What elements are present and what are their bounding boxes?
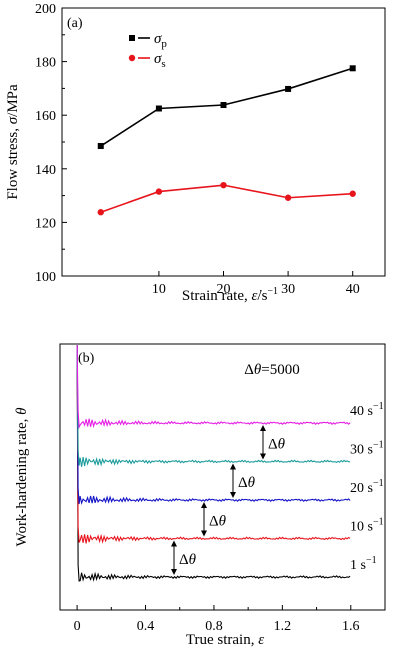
panel-a-ytick-label: 200 bbox=[35, 2, 56, 17]
panel-b-delta-arrow-3-head-bottom bbox=[230, 492, 236, 498]
panel-b-label: (b) bbox=[78, 351, 95, 366]
legend-label-2: σs bbox=[154, 51, 166, 70]
panel-a-data-point bbox=[285, 85, 292, 92]
panel-a-xtick-label: 20 bbox=[217, 282, 231, 297]
panel-a-ytick-label: 120 bbox=[35, 216, 56, 231]
panel-a-xtick-label: 40 bbox=[346, 282, 360, 297]
panel-b-delta-arrow-2-head-bottom bbox=[201, 530, 207, 537]
legend-marker-1 bbox=[129, 35, 135, 41]
panel-b-series-line-4 bbox=[76, 344, 351, 467]
panel-b-series-line-1 bbox=[76, 344, 351, 582]
panel-b-xtick-label: 1.6 bbox=[342, 619, 360, 634]
panel-a-data-point bbox=[349, 190, 356, 197]
panel-b-delta-arrow-1-head-top bbox=[171, 540, 177, 547]
panel-b-series-line-3 bbox=[76, 344, 351, 506]
panel-b-delta-label-2: Δθ bbox=[209, 513, 227, 529]
panel-a-data-point bbox=[220, 181, 227, 189]
panel-b-delta-arrow-2-head-top bbox=[201, 502, 207, 508]
panel-b-chart: 0 0.4 0.8 1.2 1.6 1 s−1 10 s−1 20 s−1 30 s−1 40 s… bbox=[14, 343, 386, 648]
panel-b-delta-arrow-3-head-top bbox=[230, 463, 236, 470]
legend-marker-2 bbox=[128, 54, 136, 62]
panel-a-data-point bbox=[155, 105, 162, 112]
panel-b-delta-arrow-4-head-bottom bbox=[260, 453, 266, 460]
panel-a-data-point bbox=[220, 102, 227, 109]
panel-b-xtick-label: 0 bbox=[74, 619, 81, 634]
panel-a-frame bbox=[61, 7, 386, 277]
panel-b-xlabel: True strain, ε bbox=[186, 632, 264, 648]
panel-a-series-line-1 bbox=[100, 67, 353, 147]
panel-b-delta-label-3: Δθ bbox=[238, 475, 256, 491]
panel-a-data-point bbox=[155, 188, 163, 195]
panel-b-xtick-label: 0.4 bbox=[137, 619, 155, 634]
panel-b-series-line-5 bbox=[76, 344, 351, 430]
panel-b-series-label-3: 20 s−1 bbox=[350, 478, 384, 496]
panel-b-series-label-2: 10 s−1 bbox=[350, 517, 384, 535]
panel-b-offset-note: Δθ=5000 bbox=[244, 362, 300, 378]
legend-label-1: σp bbox=[154, 31, 167, 50]
panel-a-xtick-label: 10 bbox=[152, 282, 166, 297]
panel-a-ytick-label: 180 bbox=[35, 56, 56, 71]
panel-b-delta-label-4: Δθ bbox=[268, 436, 286, 452]
panel-a-xlabel: Strain rate, ε̇/s−1 bbox=[182, 286, 278, 304]
panel-b-frame bbox=[59, 343, 386, 611]
panel-a-series-line-2 bbox=[100, 184, 353, 213]
panel-a-xtick-label: 30 bbox=[281, 282, 295, 297]
panel-a-data-point bbox=[349, 65, 356, 72]
panel-b-series-label-1: 1 s−1 bbox=[350, 555, 377, 573]
panel-a-label: (a) bbox=[67, 16, 83, 31]
panel-b-ylabel: Work-hardening rate, θ bbox=[14, 407, 30, 547]
panel-b-series-line-2 bbox=[76, 344, 351, 544]
panel-a-ytick-label: 160 bbox=[35, 109, 56, 124]
panel-a-data-point bbox=[97, 143, 104, 150]
panel-b-delta-label-1: Δθ bbox=[179, 552, 197, 568]
panel-b-xtick-label: 1.2 bbox=[274, 619, 292, 634]
panel-b-series-label-5: 40 s−1 bbox=[350, 401, 384, 419]
panel-b-delta-arrow-4-head-top bbox=[260, 425, 266, 431]
panel-b-series-label-4: 30 s−1 bbox=[350, 440, 384, 458]
panel-b-delta-arrow-1-head-bottom bbox=[171, 569, 177, 575]
panel-a-data-point bbox=[97, 209, 104, 216]
panel-a-ytick-label: 100 bbox=[35, 270, 56, 285]
panel-a-ytick-label: 140 bbox=[35, 163, 56, 178]
panel-a-ylabel: Flow stress, σ/MPa bbox=[5, 84, 21, 200]
panel-a-data-point bbox=[284, 194, 292, 201]
panel-b-xtick-label: 0.8 bbox=[205, 619, 223, 634]
